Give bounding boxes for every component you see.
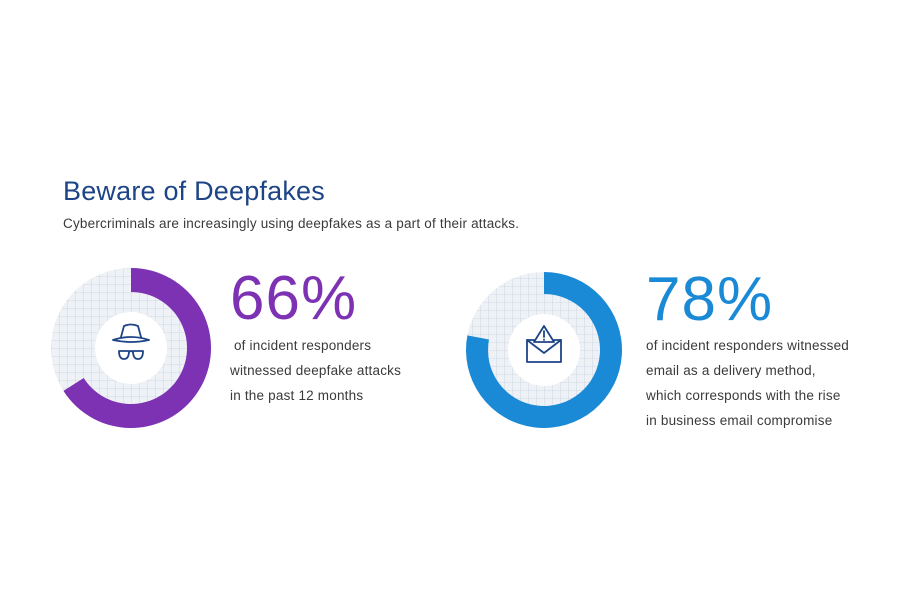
- stat-description-line: in business email compromise: [646, 413, 833, 428]
- stat-description-line: of incident responders witnessed: [646, 338, 850, 353]
- donut-chart-email: [466, 272, 622, 428]
- stat-description-line: which corresponds with the rise: [646, 388, 841, 403]
- stat-value-deepfakes: 66%: [230, 264, 358, 333]
- stat-description-email: of incident responders witnessed email a…: [646, 333, 849, 433]
- donut-center: [95, 312, 167, 384]
- stat-description-line: witnessed deepfake attacks: [230, 363, 402, 378]
- page-subtitle: Cybercriminals are increasingly using de…: [63, 216, 520, 231]
- stat-description-line: of incident responders: [230, 338, 372, 353]
- stat-description-line: in the past 12 months: [230, 388, 364, 403]
- donut-slice-deepfakes: [63, 268, 211, 428]
- spy-icon: [112, 323, 150, 360]
- donut-chart-deepfakes: [51, 268, 211, 428]
- email-warning-icon: [526, 325, 562, 363]
- stat-value-email: 78%: [646, 265, 774, 334]
- stat-description-line: email as a delivery method,: [646, 363, 816, 378]
- donut-center: [508, 314, 580, 386]
- stat-description-deepfakes: of incident responders witnessed deepfak…: [230, 333, 401, 408]
- page-title: Beware of Deepfakes: [63, 176, 325, 206]
